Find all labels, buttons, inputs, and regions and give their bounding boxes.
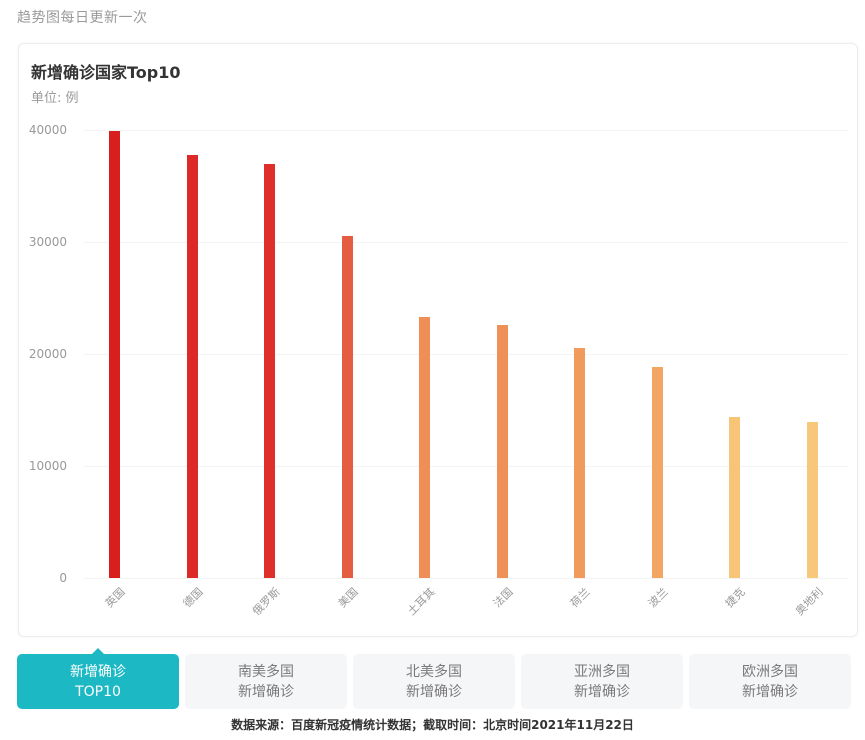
x-axis-category-label: 德国 [180, 585, 206, 611]
x-axis-category-label: 俄罗斯 [250, 585, 283, 618]
gridline [84, 578, 849, 579]
x-axis-category-label: 英国 [102, 585, 128, 611]
gridline [84, 354, 849, 355]
tab-label-line2: 新增确诊 [574, 683, 630, 700]
gridline [84, 466, 849, 467]
x-axis-category-label: 法国 [490, 585, 516, 611]
tab-label-line2: TOP10 [75, 683, 121, 700]
x-axis-category-label: 荷兰 [567, 585, 593, 611]
bar-7[interactable] [651, 367, 663, 578]
tab-label-line2: 新增确诊 [406, 683, 462, 700]
bar-5[interactable] [496, 324, 508, 578]
x-axis-category-label: 奥地利 [792, 585, 826, 618]
bar-1[interactable] [186, 154, 198, 578]
tab-label-line1: 北美多国 [406, 663, 462, 680]
tab-label-line2: 新增确诊 [238, 683, 294, 700]
bar-chart: 0 10000 20000 30000 40000 英国 德国 俄罗斯 美国 土耳其 法国 荷兰 波兰 捷… [19, 44, 857, 636]
y-axis-tick-label: 40000 [28, 123, 67, 137]
tab-top10[interactable]: 新增确诊 TOP10 [17, 648, 179, 709]
bar-8[interactable] [729, 416, 740, 578]
tab-label-line1: 新增确诊 [70, 663, 126, 680]
tab-europe[interactable]: 欧洲多国 新增确诊 [689, 654, 851, 709]
gridline [84, 130, 849, 131]
x-axis-category-label: 土耳其 [405, 585, 438, 618]
chart-unit-label: 单位: 例 [31, 91, 79, 106]
bar-2[interactable] [264, 163, 275, 578]
y-axis-tick-label: 30000 [28, 235, 67, 249]
bar-3[interactable] [341, 236, 353, 578]
tab-north-america[interactable]: 北美多国 新增确诊 [353, 654, 515, 709]
tab-south-america[interactable]: 南美多国 新增确诊 [185, 654, 347, 709]
bar-4[interactable] [419, 317, 430, 578]
update-note: 趋势图每日更新一次 [17, 10, 148, 26]
bar-0[interactable] [109, 131, 120, 578]
x-axis-category-label: 美国 [335, 585, 361, 611]
region-tabs: 新增确诊 TOP10 南美多国 新增确诊 北美多国 新增确诊 亚洲多国 新增确诊… [17, 648, 851, 709]
tab-label-line2: 新增确诊 [742, 683, 798, 700]
y-axis-tick-label: 0 [59, 571, 67, 585]
chart-title: 新增确诊国家Top10 [31, 63, 181, 82]
tab-label-line1: 欧洲多国 [742, 663, 798, 680]
bar-9[interactable] [806, 422, 818, 578]
tab-asia[interactable]: 亚洲多国 新增确诊 [521, 654, 683, 709]
y-axis-tick-label: 20000 [28, 347, 67, 361]
bar-6[interactable] [574, 348, 585, 578]
tab-label-line1: 亚洲多国 [574, 663, 630, 680]
chart-card: 新增确诊国家Top10 单位: 例 0 10000 20000 30000 40000 英… [18, 43, 858, 637]
x-axis-category-label: 捷克 [722, 585, 748, 611]
y-axis-tick-label: 10000 [28, 459, 67, 473]
tab-label-line1: 南美多国 [238, 663, 294, 680]
data-source-note: 数据来源：百度新冠疫情统计数据；截取时间：北京时间2021年11月22日 [231, 718, 634, 732]
x-axis-category-label: 波兰 [645, 585, 671, 611]
gridline [84, 242, 849, 243]
